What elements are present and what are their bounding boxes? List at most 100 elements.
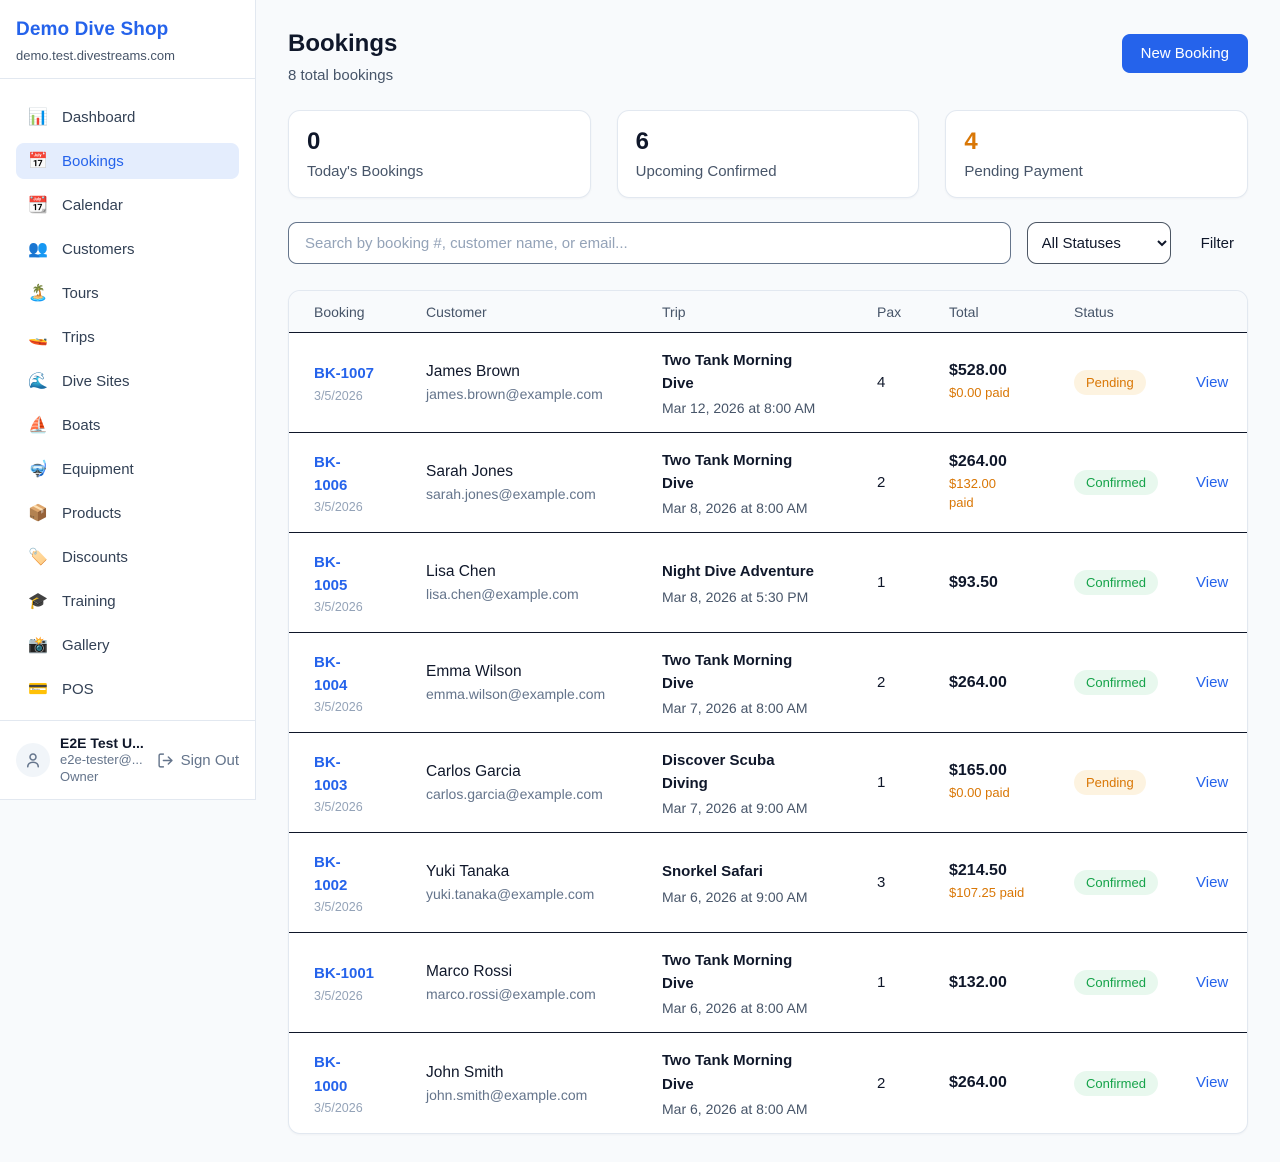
actions-cell: View — [1196, 374, 1242, 392]
booking-id-link[interactable]: BK- 1004 — [314, 653, 348, 694]
view-link[interactable]: View — [1196, 673, 1229, 691]
booking-cell: BK- 1004 3/5/2026 — [314, 651, 426, 715]
table-row: BK- 1004 3/5/2026 Emma Wilson emma.wilso… — [289, 633, 1247, 733]
col-header-booking: Booking — [314, 303, 365, 320]
booking-created-date: 3/5/2026 — [314, 1100, 363, 1115]
booking-created-date: 3/5/2026 — [314, 988, 363, 1003]
booking-id-link[interactable]: BK- 1005 — [314, 553, 348, 594]
view-link[interactable]: View — [1196, 573, 1229, 591]
total-amount: $264.00 — [949, 452, 1007, 470]
nav-item-icon: 🚤 — [28, 329, 48, 346]
customer-cell: Lisa Chen lisa.chen@example.com — [426, 563, 662, 602]
paid-amount: $0.00 paid — [949, 385, 1010, 401]
sidebar-nav-item[interactable]: 🏝️ Tours — [16, 275, 239, 311]
status-cell: Confirmed — [1074, 970, 1196, 995]
sidebar-nav: 📊 Dashboard 📅 Bookings 📆 Calendar 👥 Cust… — [0, 79, 255, 707]
nav-item-label: Products — [62, 504, 122, 522]
trip-datetime: Mar 8, 2026 at 8:00 AM — [662, 500, 808, 517]
booking-cell: BK- 1005 3/5/2026 — [314, 551, 426, 615]
trip-cell: Snorkel Safari Mar 6, 2026 at 9:00 AM — [662, 860, 877, 904]
search-input[interactable] — [288, 222, 1011, 264]
trip-name: Two Tank Morning Dive — [662, 951, 793, 992]
trip-cell: Two Tank Morning Dive Mar 7, 2026 at 8:0… — [662, 649, 877, 717]
trip-cell: Two Tank Morning Dive Mar 12, 2026 at 8:… — [662, 349, 877, 417]
booking-cell: BK- 1006 3/5/2026 — [314, 451, 426, 515]
trip-datetime: Mar 6, 2026 at 8:00 AM — [662, 1100, 808, 1117]
view-link[interactable]: View — [1196, 373, 1229, 391]
trip-cell: Discover Scuba Diving Mar 7, 2026 at 9:0… — [662, 749, 877, 817]
person-icon — [27, 753, 39, 768]
sidebar-nav-item[interactable]: 🎓 Training — [16, 583, 239, 619]
sidebar-nav-item[interactable]: ⛵ Boats — [16, 407, 239, 443]
sidebar-nav-item[interactable]: 👥 Customers — [16, 231, 239, 267]
sidebar-nav-item[interactable]: 🏷️ Discounts — [16, 539, 239, 575]
booking-id-link[interactable]: BK-1001 — [314, 965, 375, 983]
actions-cell: View — [1196, 574, 1242, 592]
customer-cell: John Smith john.smith@example.com — [426, 1064, 662, 1103]
nav-item-icon: 💳 — [28, 681, 48, 698]
booking-id-link[interactable]: BK- 1003 — [314, 753, 348, 794]
booking-created-date: 3/5/2026 — [314, 388, 363, 403]
trip-datetime: Mar 6, 2026 at 9:00 AM — [662, 888, 808, 905]
view-link[interactable]: View — [1196, 873, 1229, 891]
booking-id-link[interactable]: BK- 1006 — [314, 453, 348, 494]
trip-datetime: Mar 12, 2026 at 8:00 AM — [662, 400, 816, 417]
nav-item-icon: 📅 — [28, 153, 48, 170]
sidebar-nav-item[interactable]: 📸 Gallery — [16, 627, 239, 663]
booking-cell: BK- 1002 3/5/2026 — [314, 851, 426, 915]
view-link[interactable]: View — [1196, 473, 1229, 491]
sidebar-nav-item[interactable]: 📆 Calendar — [16, 187, 239, 223]
actions-cell: View — [1196, 974, 1242, 992]
filter-button[interactable]: Filter — [1187, 227, 1248, 260]
sidebar-nav-item[interactable]: 📊 Dashboard — [16, 99, 239, 135]
sign-out-button[interactable]: Sign Out — [157, 752, 239, 769]
user-box: E2E Test U... e2e-tester@... Owner Sign … — [0, 720, 255, 799]
status-cell: Confirmed — [1074, 470, 1196, 495]
paid-amount: $0.00 paid — [949, 785, 1010, 801]
trip-cell: Two Tank Morning Dive Mar 6, 2026 at 8:0… — [662, 1049, 877, 1117]
booking-id-link[interactable]: BK- 1000 — [314, 1054, 348, 1095]
customer-email: carlos.garcia@example.com — [426, 786, 603, 802]
sidebar-nav-item[interactable]: 📦 Products — [16, 495, 239, 531]
nav-item-label: Gallery — [62, 636, 110, 654]
pax-cell: 4 — [877, 374, 886, 391]
stat-label: Today's Bookings — [307, 163, 424, 180]
user-name: E2E Test U... — [60, 735, 144, 752]
sidebar-nav-item[interactable]: 🌊 Dive Sites — [16, 363, 239, 399]
nav-item-icon: ⛵ — [28, 417, 48, 434]
col-header-status: Status — [1074, 303, 1114, 320]
customer-name: Marco Rossi — [426, 963, 513, 980]
view-link[interactable]: View — [1196, 973, 1229, 991]
nav-item-label: Dive Sites — [62, 372, 130, 390]
customer-name: Yuki Tanaka — [426, 863, 510, 880]
nav-item-icon: 📸 — [28, 637, 48, 654]
customer-name: Carlos Garcia — [426, 763, 521, 780]
trip-name: Two Tank Morning Dive — [662, 351, 793, 392]
sidebar-nav-item[interactable]: 🤿 Equipment — [16, 451, 239, 487]
shop-domain: demo.test.divestreams.com — [16, 48, 175, 63]
sidebar-nav-item[interactable]: 📅 Bookings — [16, 143, 239, 179]
customer-cell: Carlos Garcia carlos.garcia@example.com — [426, 763, 662, 802]
new-booking-button[interactable]: New Booking — [1121, 34, 1248, 73]
booking-id-link[interactable]: BK-1007 — [314, 365, 375, 383]
pax-cell: 1 — [877, 974, 886, 991]
trip-cell: Night Dive Adventure Mar 8, 2026 at 5:30… — [662, 560, 877, 604]
customer-email: sarah.jones@example.com — [426, 486, 596, 502]
booking-id-link[interactable]: BK- 1002 — [314, 853, 348, 894]
status-select[interactable]: All Statuses — [1026, 222, 1171, 264]
main-content: Bookings 8 total bookings New Booking 0 … — [256, 0, 1280, 1134]
table-row: BK- 1000 3/5/2026 John Smith john.smith@… — [289, 1033, 1247, 1133]
sidebar-nav-item[interactable]: 💳 POS — [16, 671, 239, 707]
customer-cell: Yuki Tanaka yuki.tanaka@example.com — [426, 863, 662, 902]
sidebar-nav-item[interactable]: 🚤 Trips — [16, 319, 239, 355]
trip-datetime: Mar 7, 2026 at 8:00 AM — [662, 700, 808, 717]
nav-item-icon: 📆 — [28, 197, 48, 214]
pax-cell: 1 — [877, 774, 886, 791]
table-header-row: Booking Customer Trip Pax Total Status — [289, 291, 1247, 333]
view-link[interactable]: View — [1196, 773, 1229, 791]
customer-cell: Sarah Jones sarah.jones@example.com — [426, 463, 662, 502]
view-link[interactable]: View — [1196, 1074, 1229, 1091]
status-badge: Confirmed — [1074, 570, 1158, 595]
filter-row: All Statuses Filter — [288, 222, 1248, 264]
customer-name: John Smith — [426, 1063, 504, 1081]
